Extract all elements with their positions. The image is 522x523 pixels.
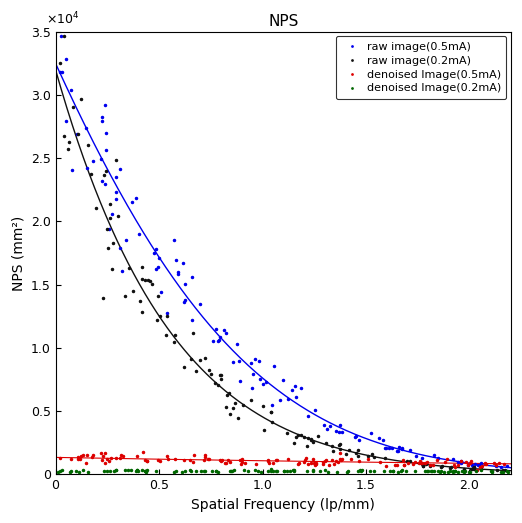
denoised Image(0.5mA): [57, 456, 64, 462]
denoised Image(0.5mA): [192, 452, 198, 458]
raw image(0.2mA): [57, 60, 64, 66]
Text: $\times\mathregular{10}^{\mathregular{4}}$: $\times\mathregular{10}^{\mathregular{4}…: [46, 10, 80, 27]
raw image(0.2mA): [197, 357, 204, 363]
denoised Image(0.5mA): [339, 456, 345, 462]
raw image(0.5mA): [119, 268, 125, 274]
denoised Image(0.5mA): [140, 449, 146, 455]
denoised Image(0.2mA): [437, 469, 443, 475]
denoised Image(0.5mA): [309, 460, 315, 467]
raw image(0.5mA): [478, 460, 484, 466]
denoised Image(0.5mA): [417, 458, 423, 464]
raw image(0.5mA): [153, 266, 160, 272]
denoised Image(0.5mA): [401, 461, 407, 468]
Line: raw image(0.5mA): raw image(0.5mA): [58, 34, 509, 469]
raw image(0.2mA): [139, 276, 145, 282]
raw image(0.5mA): [389, 445, 395, 451]
Title: NPS: NPS: [268, 14, 299, 29]
denoised Image(0.2mA): [85, 469, 91, 475]
X-axis label: Spatial Frequency (lp/mm): Spatial Frequency (lp/mm): [191, 498, 375, 512]
Line: denoised Image(0.2mA): denoised Image(0.2mA): [56, 467, 509, 474]
raw image(0.5mA): [57, 33, 64, 39]
denoised Image(0.2mA): [187, 467, 193, 473]
raw image(0.5mA): [504, 463, 510, 470]
raw image(0.2mA): [502, 467, 508, 473]
raw image(0.5mA): [336, 429, 342, 435]
denoised Image(0.5mA): [473, 468, 480, 474]
denoised Image(0.2mA): [267, 466, 274, 472]
Y-axis label: NPS (mm²): NPS (mm²): [11, 215, 25, 291]
denoised Image(0.2mA): [143, 468, 149, 474]
raw image(0.2mA): [106, 200, 113, 207]
denoised Image(0.2mA): [316, 468, 323, 474]
Line: raw image(0.2mA): raw image(0.2mA): [58, 34, 507, 472]
Line: denoised Image(0.5mA): denoised Image(0.5mA): [58, 450, 506, 473]
denoised Image(0.5mA): [265, 457, 271, 463]
denoised Image(0.2mA): [55, 469, 61, 475]
denoised Image(0.5mA): [501, 461, 507, 468]
raw image(0.2mA): [437, 464, 444, 470]
denoised Image(0.2mA): [501, 469, 507, 475]
raw image(0.2mA): [171, 338, 177, 345]
raw image(0.5mA): [263, 379, 269, 385]
raw image(0.2mA): [295, 432, 302, 438]
raw image(0.5mA): [57, 69, 63, 75]
Legend: raw image(0.5mA), raw image(0.2mA), denoised Image(0.5mA), denoised Image(0.2mA): raw image(0.5mA), raw image(0.2mA), deno…: [336, 36, 506, 99]
denoised Image(0.2mA): [504, 469, 511, 475]
raw image(0.2mA): [494, 467, 500, 473]
denoised Image(0.2mA): [395, 469, 401, 475]
raw image(0.2mA): [61, 33, 67, 39]
raw image(0.5mA): [497, 464, 504, 470]
